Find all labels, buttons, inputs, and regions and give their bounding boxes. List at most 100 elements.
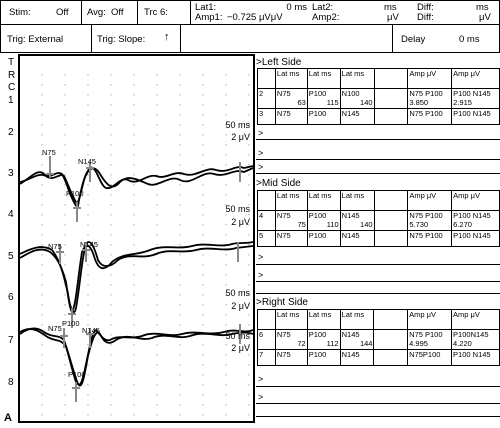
divider	[256, 159, 500, 160]
left-side-table: Lat ms Lat ms Lat ms Amp μV Amp μV 2 N75…	[257, 68, 500, 125]
trc-cell[interactable]: Trc 6:	[138, 1, 191, 25]
cell-code: N75P100	[407, 349, 453, 366]
trc-letter-t: T	[8, 57, 15, 68]
cell-code: N75 P100	[407, 108, 453, 125]
cell-value: 110	[326, 220, 339, 229]
avg-cell[interactable]: Avg: Off	[82, 1, 138, 25]
slope-label: Trig: Slope:	[97, 34, 146, 45]
peak-label: N75	[48, 324, 62, 333]
delay-label: Delay	[401, 34, 426, 45]
mid-side-table: Lat ms Lat ms Lat ms Amp μV Amp μV 4 N75…	[257, 190, 500, 247]
cell-code: N145	[339, 349, 375, 366]
scale-uv-label: 2 μV	[231, 132, 250, 142]
scale-ms-label: 50 ms	[225, 120, 250, 130]
diff2-label: Diff:	[417, 12, 434, 23]
trc-label: Trc 6:	[144, 7, 168, 18]
cell-value: 72	[297, 339, 306, 348]
col-header: Lat ms	[306, 68, 341, 89]
lat1-label: Lat1:	[195, 2, 217, 13]
col-header: Amp μV	[451, 68, 500, 89]
diff1-unit: ms	[476, 2, 489, 13]
row-number: 5	[8, 251, 14, 262]
lat2-label: Lat2:	[312, 2, 334, 13]
cell-code: N75 P100	[409, 89, 443, 98]
cell-code: N75	[274, 230, 308, 247]
trace-panel[interactable]: N75 N145 P100 N75 N145 P100 N75 N145 P10…	[18, 54, 255, 423]
scale-uv-label: 2 μV	[231, 217, 250, 227]
amp1-label: Amp1:	[195, 12, 223, 23]
delay-cell[interactable]: Delay 0 ms	[393, 25, 500, 53]
gt-marker: >	[258, 162, 264, 172]
row-num: 2	[257, 88, 276, 109]
col-header: Lat ms	[274, 190, 308, 211]
table-row[interactable]: 5 N75 P100 N145 N75 P100 P100 N145	[257, 230, 500, 247]
peak-label: P100	[66, 189, 84, 198]
cell-code: N75	[276, 330, 291, 339]
cell-code: P100 N145	[451, 349, 500, 366]
peak-label: N75	[42, 148, 56, 157]
col-header: Lat ms	[339, 190, 375, 211]
header-bar: Stim: Off Avg: Off Trc 6: Lat1: 0 ms Amp…	[0, 0, 500, 53]
trc-letter-r: R	[8, 70, 16, 81]
table-row[interactable]: 6 N75 72 P100 112 N145 144 N75 P100 4.995 P1…	[257, 329, 500, 350]
peak-label: P100	[62, 319, 80, 328]
cell-code: N75 P100	[409, 211, 443, 220]
gt-marker: >	[258, 392, 264, 402]
peak-label: N145	[82, 326, 100, 335]
cell-value: 3.850	[409, 98, 429, 107]
row-number: 8	[8, 377, 14, 388]
trace-mid-2	[20, 241, 253, 313]
cell-value: 5.730	[409, 220, 429, 229]
avg-value: Off	[111, 7, 124, 18]
cell-code: P100 N145	[453, 89, 491, 98]
row-num: 4	[257, 210, 276, 231]
cell-code: N75	[274, 108, 308, 125]
stim-cell[interactable]: Stim: Off	[1, 1, 82, 25]
row-number: 3	[8, 168, 14, 179]
scale-uv-label: 2 μV	[231, 301, 250, 311]
cell-code: P100	[306, 349, 341, 366]
row-number: 4	[8, 209, 14, 220]
stim-value: Off	[56, 7, 69, 18]
scale-ms-label: 50 ms	[225, 204, 250, 214]
cell-value: 63	[297, 98, 306, 107]
section-title-right: >Right Side	[256, 297, 308, 308]
row-number: 7	[8, 335, 14, 346]
cell-value: 4.220	[453, 339, 472, 348]
cell-code: N75	[276, 89, 291, 98]
row-number: 6	[8, 292, 14, 303]
cell-value: 4.995	[409, 339, 428, 348]
table-row[interactable]: 4 N75 75 P100 110 N145 140 N75 P100 5.730 P1…	[257, 210, 500, 231]
row-num: 5	[257, 230, 276, 247]
lat2-unit: ms	[384, 2, 397, 13]
trig-slope-cell[interactable]: Trig: Slope: ↑	[92, 25, 181, 53]
divider	[256, 293, 500, 294]
table-row[interactable]: 7 N75 P100 N145 N75P100 P100 N145	[257, 349, 500, 366]
cell-code: N75	[274, 349, 308, 366]
cell-code: N75 P100	[409, 330, 443, 339]
cell-value: 115	[326, 98, 339, 107]
table-row[interactable]: 2 N75 63 P100 115 N100 140 N75 P100 3.850 P1…	[257, 88, 500, 109]
scale-ms-label: 50 ms	[225, 288, 250, 298]
avg-label: Avg:	[87, 7, 106, 18]
cell-value: 140	[360, 98, 373, 107]
gt-marker: >	[258, 374, 264, 384]
col-header: Amp μV	[407, 190, 453, 211]
slope-arrow-icon[interactable]: ↑	[164, 31, 170, 43]
cell-value: 75	[297, 220, 306, 229]
gt-marker: >	[258, 252, 264, 262]
cell-code: P100 N145	[451, 230, 500, 247]
cell-code: N75	[276, 211, 291, 220]
col-header: Lat ms	[274, 68, 308, 89]
cell-value: 6.270	[453, 220, 472, 229]
right-side-table: Lat ms Lat ms Lat ms Amp μV Amp μV 6 N75…	[257, 309, 500, 366]
diff2-unit: μV	[479, 12, 491, 23]
trace-right-1	[20, 327, 253, 386]
col-header: Lat ms	[339, 309, 375, 330]
table-row[interactable]: 3 N75 P100 N145 N75 P100 P100 N145	[257, 108, 500, 125]
cell-code: P100	[308, 330, 327, 339]
amp1-value: −0.725 μVμV	[227, 12, 283, 23]
trig-cell[interactable]: Trig: External	[1, 25, 92, 53]
col-header: Lat ms	[306, 190, 341, 211]
trig-label: Trig: External	[7, 34, 64, 45]
